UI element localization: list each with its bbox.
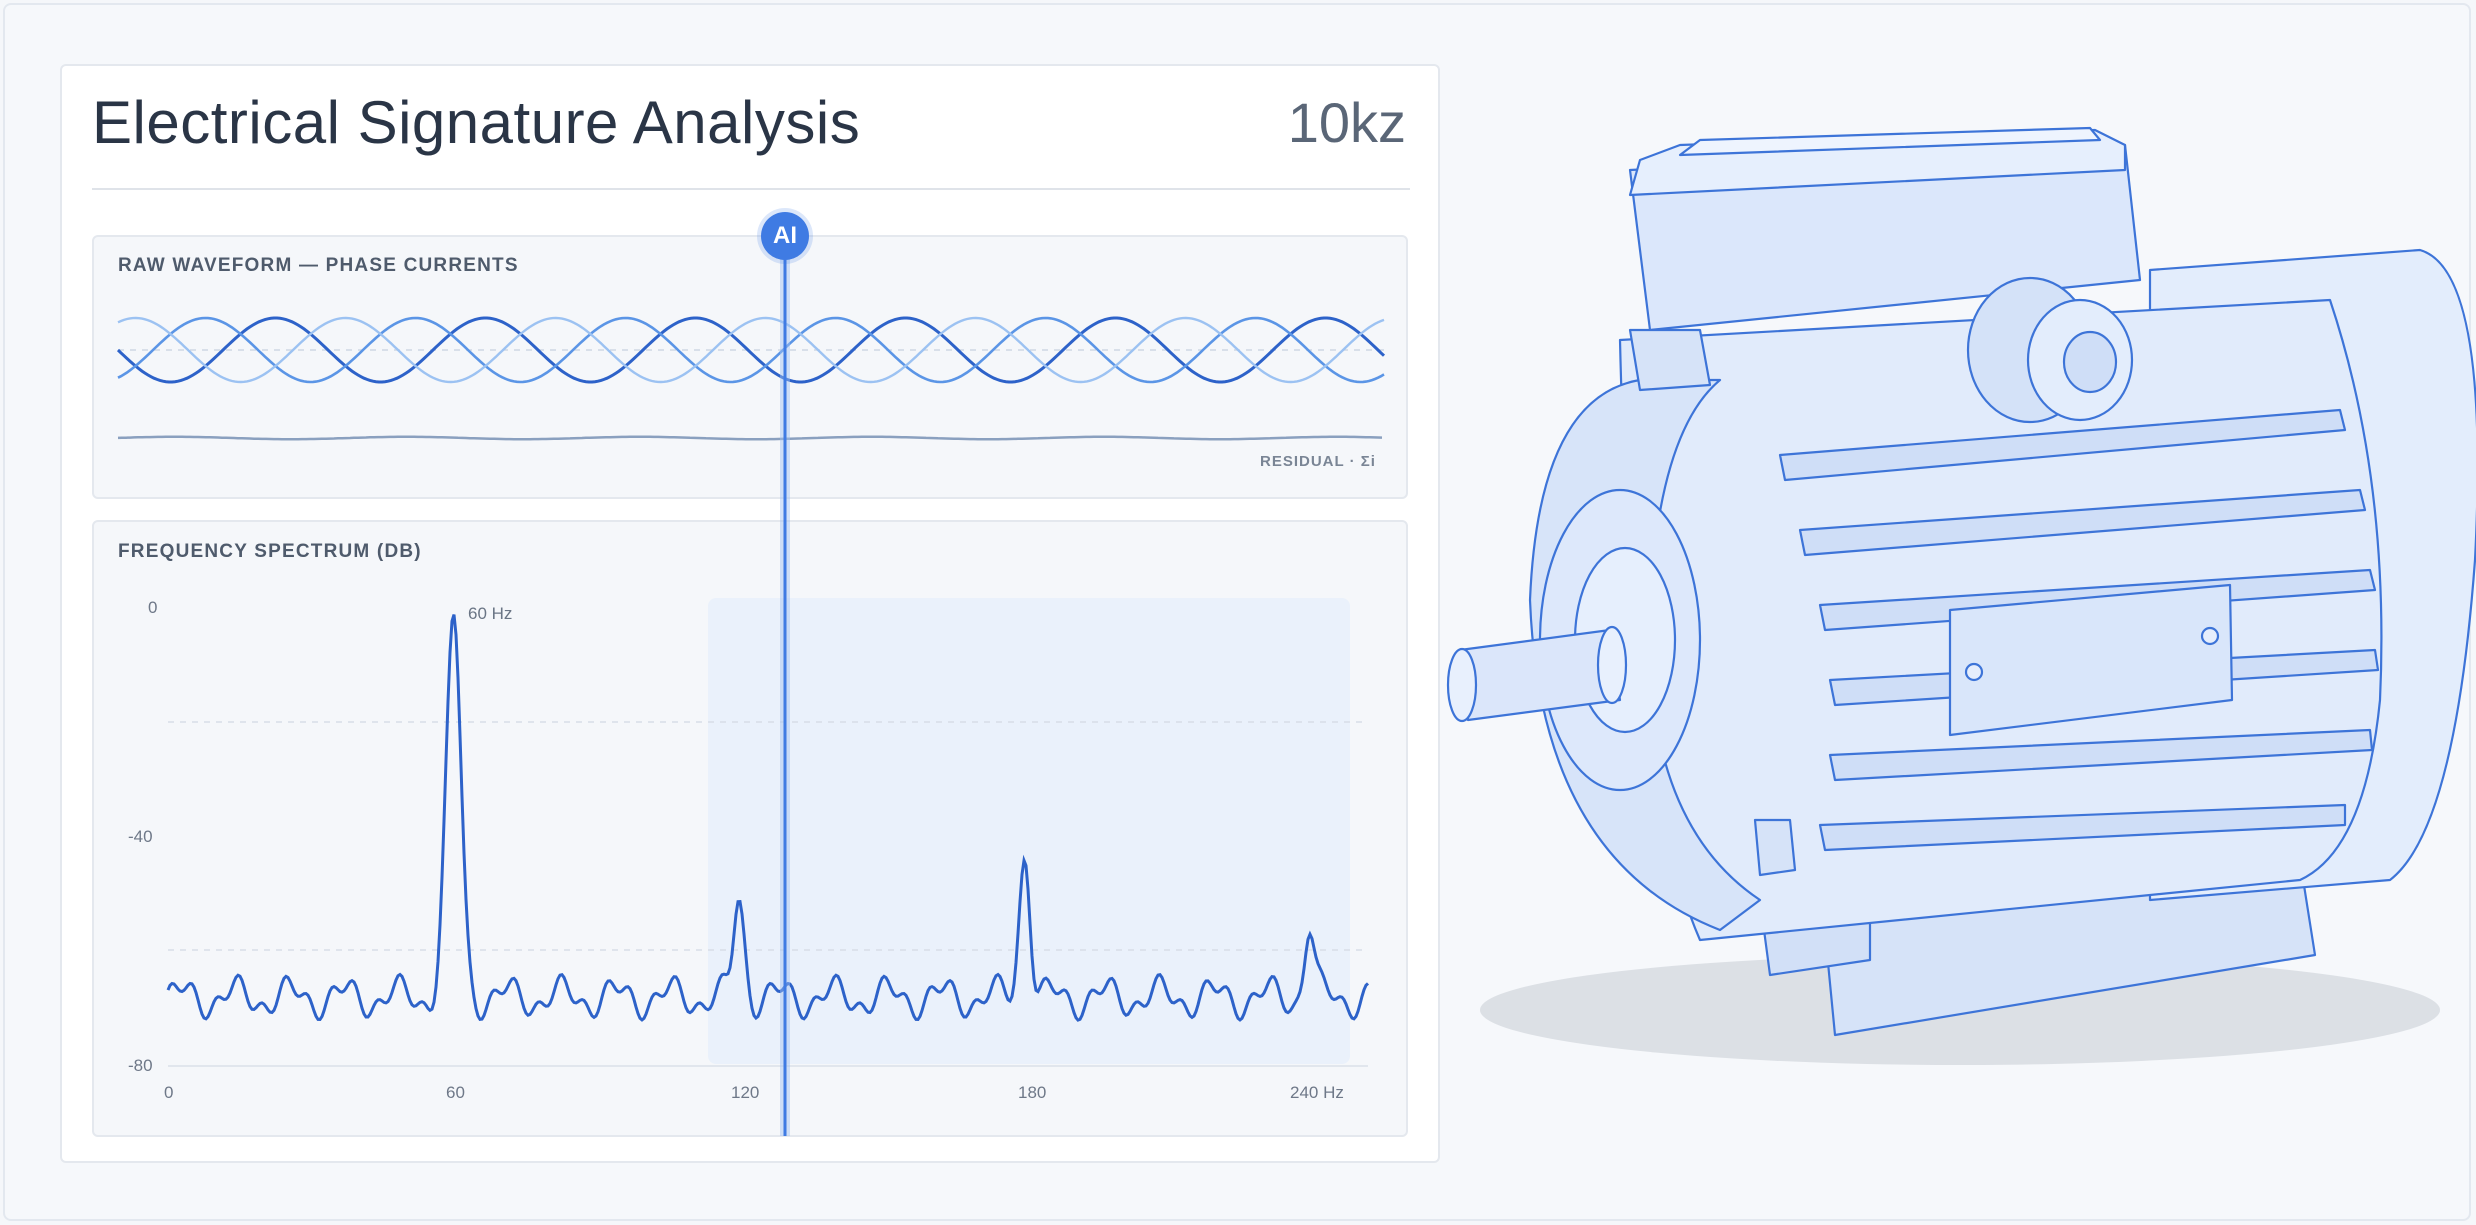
header-divider (92, 188, 1410, 190)
motor-cable-gland-hole (2062, 330, 2118, 394)
motor-illustration (1446, 126, 2476, 1065)
ai-marker-badge[interactable]: AI (761, 212, 809, 260)
motor-shaft-end (1446, 647, 1478, 723)
y-tick-40: -40 (128, 827, 153, 846)
x-tick-60: 60 (446, 1083, 465, 1102)
residual-label: RESIDUAL · Σi (1260, 453, 1376, 470)
y-tick-0: 0 (148, 598, 158, 617)
motor-terminal-box-top (1678, 126, 2102, 157)
y-tick-80: -80 (128, 1056, 153, 1075)
motor-fin (1828, 728, 2374, 782)
spectrum-highlight-region (708, 598, 1350, 1064)
spectrum-line (166, 614, 1370, 1022)
residual-line (117, 435, 1383, 441)
motor-lifting-lug (1753, 818, 1797, 877)
phase-current-line-2 (117, 316, 1385, 384)
waveform-panel-label: RAW WAVEFORM — PHASE CURRENTS (118, 255, 519, 276)
motor-lifting-lug (1628, 328, 1712, 392)
x-tick-240: 240 Hz (1290, 1083, 1344, 1102)
page-title: Electrical Signature Analysis (92, 89, 861, 156)
x-tick-0: 0 (164, 1083, 174, 1102)
motor-shaft-collar (1596, 625, 1628, 705)
phase-current-line-1 (116, 316, 1386, 384)
peak-label-60hz: 60 Hz (468, 604, 513, 623)
motor-nameplate-screw (1964, 662, 1984, 682)
motor-fin (1818, 803, 2347, 852)
motor-fin (1798, 488, 2367, 557)
phase-current-line-3 (117, 316, 1385, 384)
sample-rate-readout: 10kz (1287, 91, 1406, 154)
motor-nameplate-screw (2200, 626, 2220, 646)
x-tick-180: 180 (1018, 1083, 1047, 1102)
motor-fin (1778, 408, 2347, 482)
x-tick-120: 120 (731, 1083, 760, 1102)
spectrum-panel-label: FREQUENCY SPECTRUM (DB) (118, 541, 422, 562)
motor-nameplate (1948, 583, 2234, 737)
